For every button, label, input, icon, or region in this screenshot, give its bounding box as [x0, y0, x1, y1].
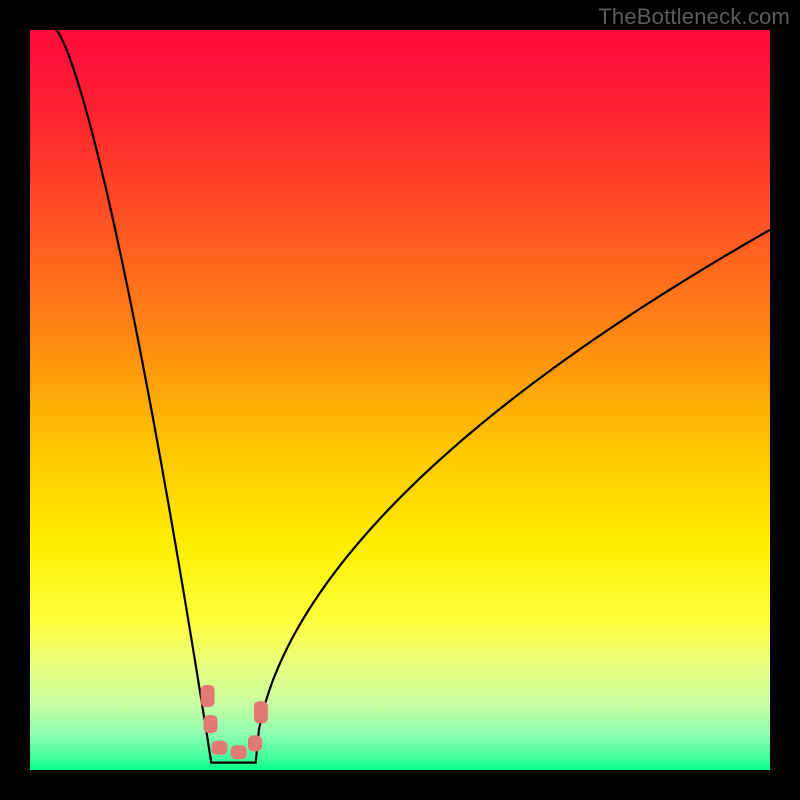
plot-area [30, 30, 770, 770]
curve-marker [248, 735, 262, 751]
curve-marker [201, 685, 215, 707]
watermark-text: TheBottleneck.com [598, 4, 790, 30]
chart-frame: TheBottleneck.com [0, 0, 800, 800]
curve-marker [231, 745, 247, 759]
curve-marker [254, 701, 268, 723]
curve-marker [211, 741, 227, 755]
gradient-rect [30, 30, 770, 770]
curve-marker [204, 715, 218, 733]
